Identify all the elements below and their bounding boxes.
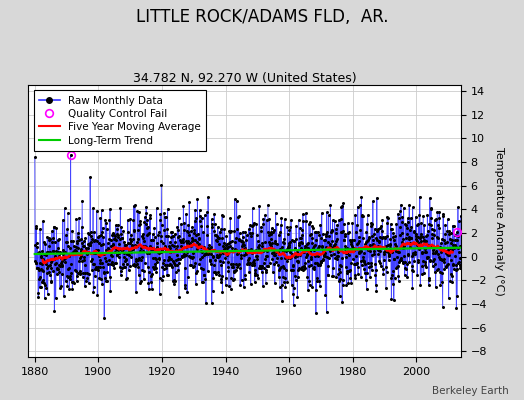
Text: Berkeley Earth: Berkeley Earth (432, 386, 508, 396)
Y-axis label: Temperature Anomaly (°C): Temperature Anomaly (°C) (494, 147, 504, 296)
Title: 34.782 N, 92.270 W (United States): 34.782 N, 92.270 W (United States) (133, 72, 356, 85)
Text: LITTLE ROCK/ADAMS FLD,  AR.: LITTLE ROCK/ADAMS FLD, AR. (136, 8, 388, 26)
Legend: Raw Monthly Data, Quality Control Fail, Five Year Moving Average, Long-Term Tren: Raw Monthly Data, Quality Control Fail, … (34, 90, 206, 151)
